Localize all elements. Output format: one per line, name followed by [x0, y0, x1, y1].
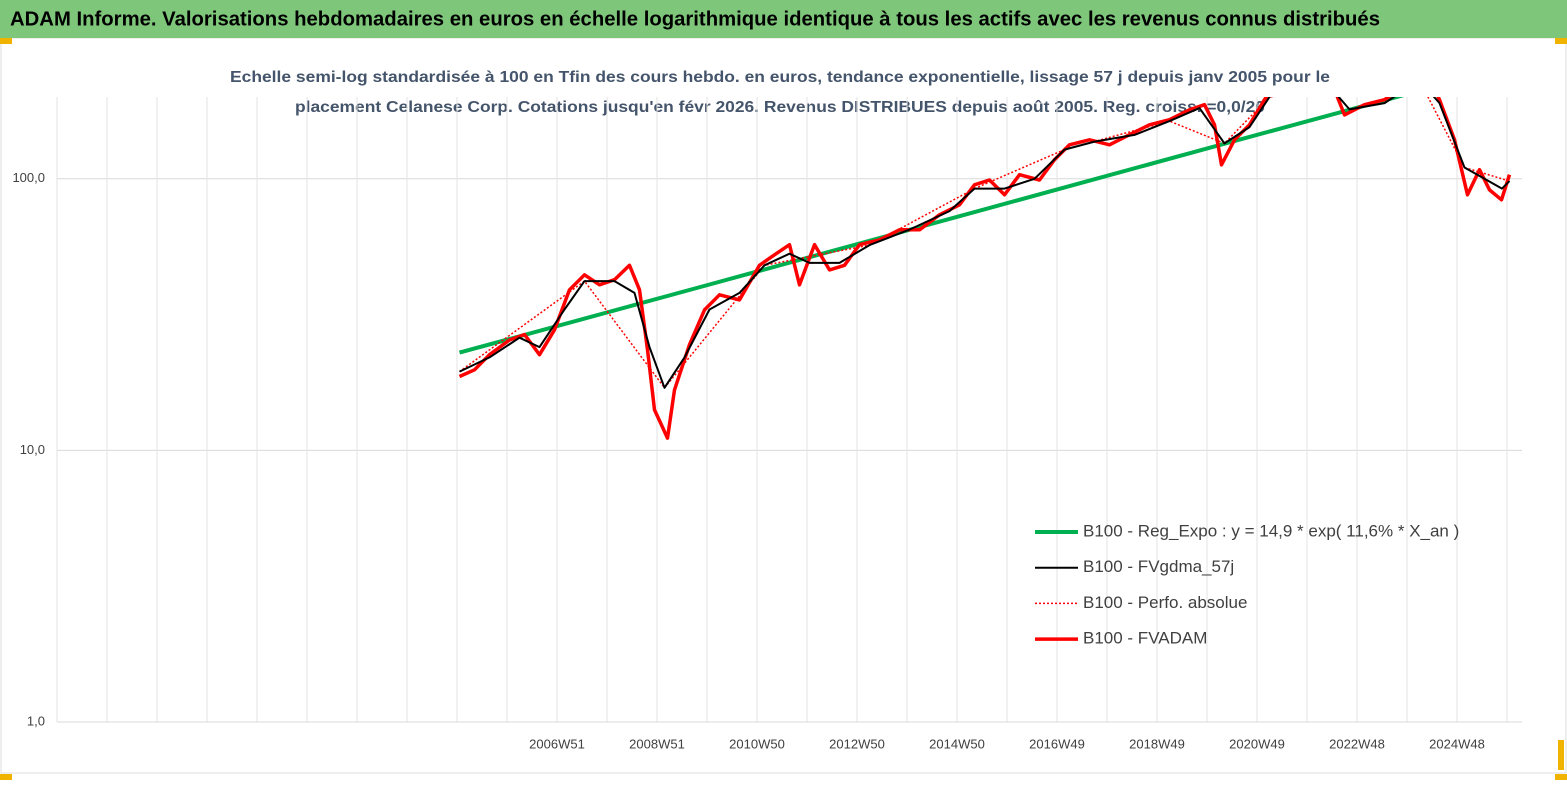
- x-tick-label: 2018W49: [1129, 736, 1185, 751]
- corner: [1558, 740, 1564, 770]
- x-tick-label: 2006W51: [529, 736, 585, 751]
- legend-label: B100 - Perfo. absolue: [1083, 593, 1247, 612]
- x-tick-label: 2020W49: [1229, 736, 1285, 751]
- y-tick-label: 100,0: [12, 170, 45, 185]
- subtitle: placement Celanese Corp. Cotations jusqu…: [295, 99, 1265, 116]
- x-tick-label: 2022W48: [1329, 736, 1385, 751]
- series-line: [459, 97, 1511, 389]
- subtitle: Echelle semi-log standardisée à 100 en T…: [230, 69, 1330, 86]
- x-tick-label: 2012W50: [829, 736, 885, 751]
- corner: [0, 774, 12, 780]
- corner: [0, 38, 12, 44]
- legend-label: B100 - FVADAM: [1083, 629, 1207, 648]
- y-tick-label: 1,0: [27, 713, 45, 728]
- legend-label: B100 - FVgdma_57j: [1083, 557, 1234, 576]
- chart-title: ADAM Informe. Valorisations hebdomadaire…: [10, 8, 1380, 30]
- corner: [1555, 774, 1567, 780]
- x-tick-label: 2014W50: [929, 736, 985, 751]
- y-tick-label: 10,0: [20, 442, 45, 457]
- x-tick-label: 2024W48: [1429, 736, 1485, 751]
- x-tick-label: 2008W51: [629, 736, 685, 751]
- corner: [1555, 38, 1567, 44]
- header: [0, 0, 1567, 38]
- plot-area: [458, 97, 1512, 440]
- legend-label: B100 - Reg_Expo : y = 14,9 * exp( 11,6% …: [1083, 521, 1459, 540]
- series-line: [458, 97, 1405, 355]
- x-tick-label: 2016W49: [1029, 736, 1085, 751]
- x-tick-label: 2010W50: [729, 736, 785, 751]
